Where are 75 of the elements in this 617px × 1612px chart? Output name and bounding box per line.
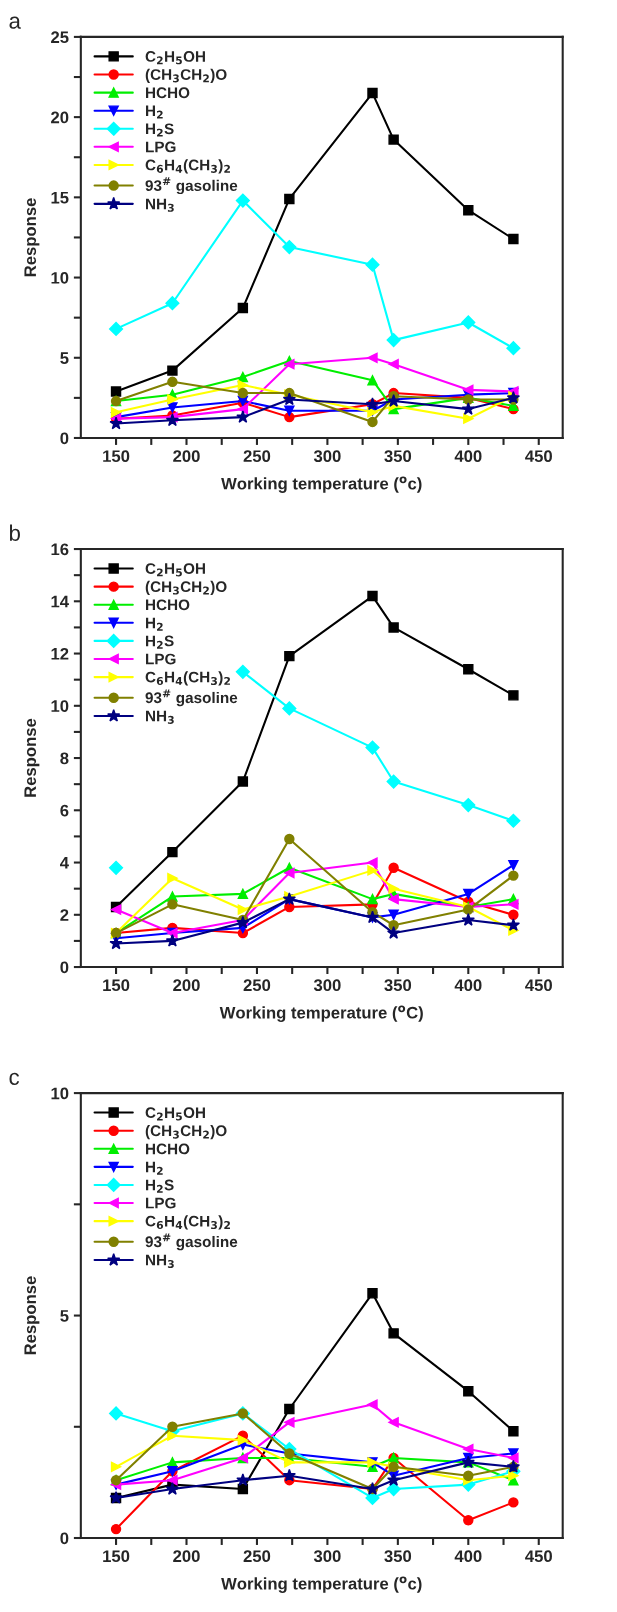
- y-tick-label: 0: [60, 432, 69, 445]
- chart-title: b: [9, 524, 20, 541]
- x-tick-label: 150: [103, 1550, 130, 1563]
- legend-label: 93$^{#}$ gasoline: [145, 177, 238, 195]
- y-tick-label: 10: [51, 1087, 69, 1100]
- y-axis-title: Response: [24, 1276, 40, 1355]
- chart-title: a: [9, 16, 21, 29]
- legend-label: C$_{6}$H$_{4}$(CH$_{3}$)$_{2}$: [145, 671, 230, 686]
- legend-label: (CH$_{3}$CH$_{2}$)O: [145, 1124, 227, 1140]
- legend-label: H$_{2}$: [146, 1161, 163, 1175]
- legend-label: C$_{6}$H$_{4}$(CH$_{3}$)$_{2}$: [145, 1215, 230, 1230]
- y-tick-label: 0: [60, 1532, 69, 1545]
- legend-label: LPG: [146, 141, 176, 153]
- y-axis-title: Response: [24, 718, 40, 797]
- y-tick-label: 25: [51, 31, 69, 44]
- y-tick-label: 12: [51, 647, 69, 660]
- legend-label: NH$_{3}$: [146, 1254, 174, 1268]
- legend-label: HCHO: [146, 599, 190, 611]
- y-tick-label: 0: [60, 961, 69, 974]
- x-tick-label: 250: [243, 1550, 271, 1563]
- x-tick-label: 450: [525, 450, 552, 463]
- x-tick-label: 200: [173, 450, 200, 463]
- x-tick-label: 300: [313, 450, 341, 463]
- y-tick-label: 15: [51, 191, 69, 204]
- y-tick-label: 10: [51, 700, 69, 712]
- x-tick-label: 200: [173, 1550, 200, 1563]
- legend-label: H$_{2}$: [146, 105, 163, 119]
- x-tick-label: 400: [454, 450, 482, 463]
- y-tick-label: 16: [51, 543, 69, 556]
- x-tick-label: 350: [384, 979, 412, 992]
- legend-label: NH$_{3}$: [146, 198, 174, 212]
- x-axis-title: Working temperature ($^{o}$c): [221, 476, 422, 493]
- y-tick-label: 5: [60, 1310, 69, 1322]
- legend-label: H$_{2}$S: [146, 635, 174, 649]
- y-tick-label: 6: [60, 804, 69, 817]
- legend-label: H$_{2}$S: [146, 1179, 174, 1193]
- legend-label: HCHO: [146, 87, 190, 99]
- x-tick-label: 250: [243, 450, 271, 463]
- legend-label: H$_{2}$: [146, 617, 163, 631]
- legend-label: C$_{6}$H$_{4}$(CH$_{3}$)$_{2}$: [145, 159, 230, 174]
- y-tick-label: 14: [51, 595, 69, 608]
- legend-label: HCHO: [146, 1143, 190, 1155]
- x-tick-label: 350: [384, 1550, 412, 1563]
- legend-label: C$_{2}$H$_{5}$OH: [145, 51, 205, 65]
- y-tick-label: 8: [60, 752, 69, 765]
- legend-label: C$_{2}$H$_{5}$OH: [145, 1107, 205, 1121]
- x-tick-label: 350: [384, 450, 412, 463]
- x-tick-label: 450: [525, 1550, 552, 1563]
- legend-label: C$_{2}$H$_{5}$OH: [145, 563, 205, 577]
- legend-label: 93$^{#}$ gasoline: [145, 689, 238, 707]
- x-axis-title: Working temperature ($^{o}$C): [219, 1005, 423, 1022]
- x-tick-label: 200: [173, 979, 200, 992]
- legend-label: LPG: [146, 1197, 176, 1209]
- x-tick-label: 400: [454, 979, 482, 992]
- x-tick-label: 150: [103, 450, 130, 463]
- y-tick-label: 20: [51, 111, 69, 124]
- y-tick-label: 10: [51, 271, 69, 284]
- legend-label: LPG: [146, 653, 176, 665]
- y-axis-title: Response: [24, 198, 40, 277]
- legend-label: (CH$_{3}$CH$_{2}$)O: [145, 68, 227, 83]
- x-tick-label: 250: [243, 979, 271, 992]
- x-tick-label: 450: [525, 979, 552, 992]
- x-tick-label: 300: [313, 1550, 341, 1563]
- legend-label: NH$_{3}$: [146, 710, 174, 724]
- y-tick-label: 5: [60, 352, 69, 364]
- chart-title: c: [9, 1072, 20, 1085]
- x-axis-title: Working temperature ($^{o}$c): [221, 1576, 422, 1593]
- x-tick-label: 400: [454, 1550, 482, 1563]
- legend-label: 93$^{#}$ gasoline: [145, 1233, 238, 1251]
- y-tick-label: 2: [60, 909, 69, 921]
- y-tick-label: 4: [60, 857, 69, 869]
- x-tick-label: 150: [103, 979, 130, 992]
- x-tick-label: 300: [313, 979, 341, 992]
- legend-label: (CH$_{3}$CH$_{2}$)O: [145, 580, 227, 596]
- legend-label: H$_{2}$S: [146, 123, 174, 137]
